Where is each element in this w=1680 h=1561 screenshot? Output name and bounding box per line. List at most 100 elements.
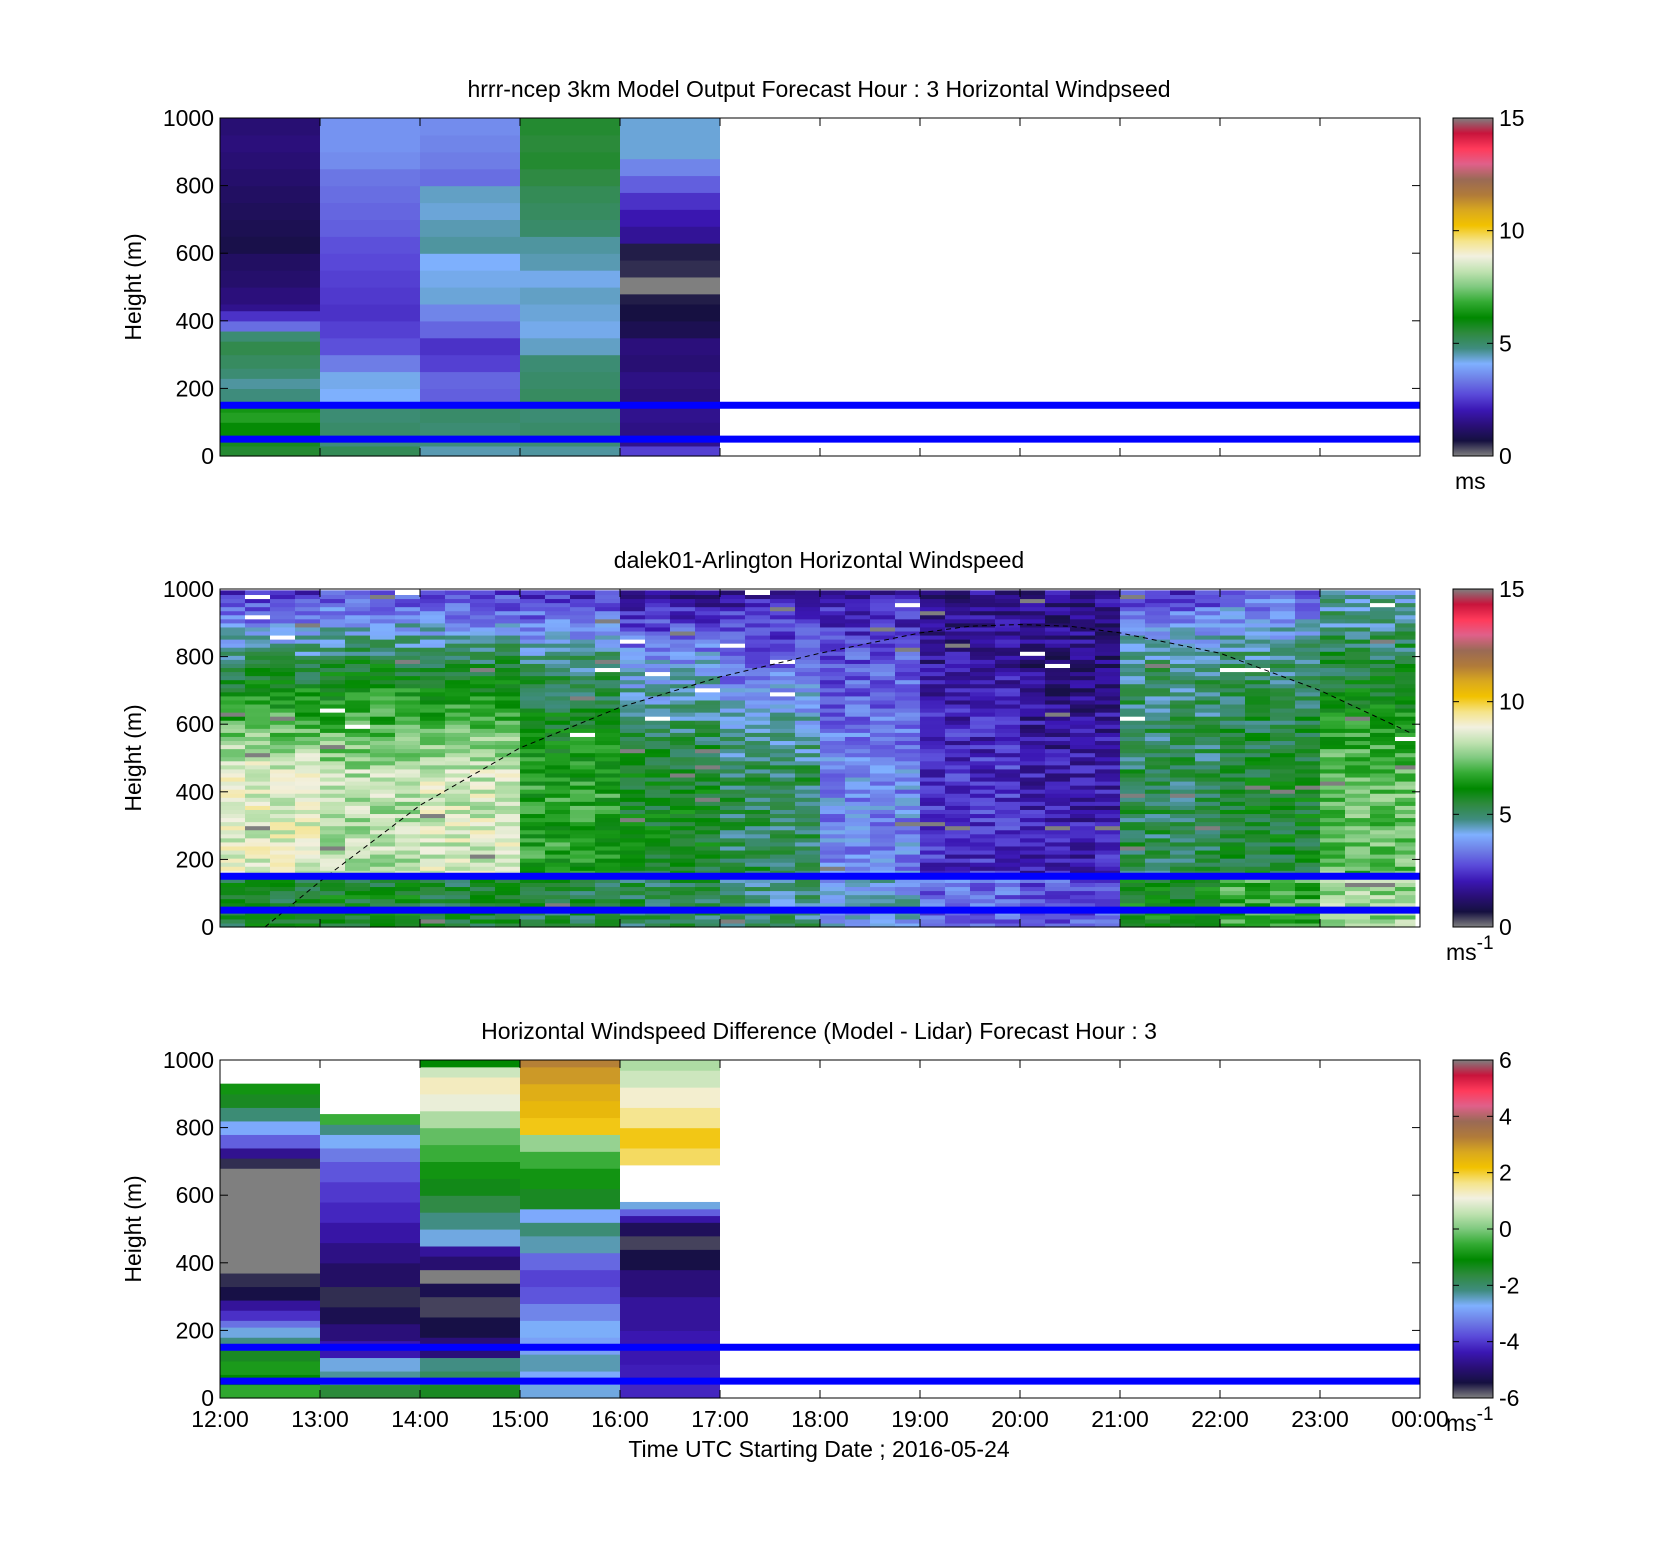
heatmap-cell xyxy=(1195,756,1221,762)
heatmap-cell xyxy=(1145,825,1171,831)
heatmap-cell xyxy=(745,776,771,782)
heatmap-cell xyxy=(720,740,746,746)
heatmap-cell xyxy=(995,679,1021,685)
heatmap-cell xyxy=(920,890,946,896)
heatmap-cell xyxy=(220,922,246,928)
heatmap-cell xyxy=(745,703,771,709)
heatmap-cell xyxy=(1245,825,1271,831)
heatmap-cell xyxy=(295,817,321,823)
heatmap-cell xyxy=(620,707,646,713)
heatmap-cell xyxy=(220,752,246,758)
heatmap-cell xyxy=(570,639,596,644)
heatmap-cell xyxy=(320,647,346,652)
heatmap-cell xyxy=(695,764,721,770)
heatmap-cell xyxy=(970,695,996,701)
heatmap-cell xyxy=(1195,740,1221,746)
heatmap-cell xyxy=(1270,829,1296,835)
heatmap-cell xyxy=(420,151,520,170)
heatmap-cell xyxy=(770,626,796,632)
heatmap-cell xyxy=(1120,740,1146,746)
heatmap-cell xyxy=(245,712,271,717)
heatmap-cell xyxy=(670,606,696,612)
heatmap-cell xyxy=(1070,922,1096,928)
heatmap-cell xyxy=(895,639,921,644)
heatmap-cell xyxy=(1220,602,1246,608)
heatmap-cell xyxy=(920,618,946,624)
heatmap-cell xyxy=(1170,724,1196,729)
heatmap-cell xyxy=(520,655,546,660)
heatmap-cell xyxy=(845,744,871,750)
heatmap-cell xyxy=(395,817,421,823)
heatmap-cell xyxy=(345,651,371,656)
heatmap-cell xyxy=(920,683,946,689)
heatmap-cell xyxy=(720,691,746,697)
heatmap-cell xyxy=(945,703,971,709)
heatmap-cell xyxy=(245,744,271,750)
heatmap-cell xyxy=(1395,622,1416,628)
heatmap-cell xyxy=(320,776,346,782)
heatmap-cell xyxy=(1195,683,1221,689)
heatmap-cell xyxy=(1070,866,1096,871)
heatmap-cell xyxy=(945,789,971,794)
heatmap-cell xyxy=(845,647,871,652)
heatmap-cell xyxy=(1170,882,1196,888)
heatmap-cell xyxy=(695,829,721,835)
colorbar-tick-label: 10 xyxy=(1499,689,1525,715)
heatmap-cell xyxy=(220,134,320,153)
heatmap-cell xyxy=(695,594,721,600)
heatmap-cell xyxy=(1270,720,1296,725)
heatmap-cell xyxy=(1295,748,1321,754)
heatmap-cell xyxy=(1220,760,1246,766)
heatmap-cell xyxy=(320,371,420,389)
heatmap-cell xyxy=(1295,785,1321,790)
heatmap-cell xyxy=(895,655,921,660)
heatmap-cell xyxy=(695,675,721,681)
heatmap-cell xyxy=(445,663,471,669)
heatmap-cell xyxy=(1345,817,1371,823)
heatmap-cell xyxy=(945,837,971,843)
heatmap-cell xyxy=(1070,736,1096,742)
heatmap-cell xyxy=(820,858,846,863)
heatmap-cell xyxy=(770,643,796,648)
heatmap-cell xyxy=(370,602,396,608)
heatmap-cell xyxy=(445,837,471,843)
heatmap-cell xyxy=(1395,853,1416,859)
heatmap-cell xyxy=(820,590,846,596)
heatmap-cell xyxy=(1395,732,1416,737)
heatmap-cell xyxy=(495,618,521,624)
heatmap-cell xyxy=(620,760,646,766)
heatmap-cell xyxy=(445,829,471,835)
heatmap-cell xyxy=(520,651,546,656)
heatmap-cell xyxy=(820,606,846,612)
heatmap-cell xyxy=(895,821,921,827)
heatmap-cell xyxy=(795,756,821,762)
heatmap-cell xyxy=(420,659,446,664)
heatmap-cell xyxy=(520,303,620,322)
heatmap-cell xyxy=(1020,630,1046,636)
heatmap-cell xyxy=(620,1060,720,1071)
heatmap-cell xyxy=(1345,634,1371,640)
heatmap-cell xyxy=(1020,886,1046,892)
heatmap-cell xyxy=(245,606,271,612)
heatmap-cell xyxy=(395,890,421,896)
heatmap-cell xyxy=(370,748,396,754)
heatmap-cell xyxy=(770,695,796,701)
heatmap-cell xyxy=(1295,833,1321,839)
heatmap-cell xyxy=(295,894,321,900)
heatmap-cell xyxy=(845,780,871,786)
heatmap-cell xyxy=(970,691,996,697)
heatmap-cell xyxy=(770,610,796,616)
heatmap-cell xyxy=(620,618,646,624)
heatmap-cell xyxy=(470,610,496,616)
heatmap-cell xyxy=(695,614,721,620)
heatmap-cell xyxy=(920,837,946,843)
heatmap-cell xyxy=(470,862,496,867)
heatmap-cell xyxy=(920,922,946,928)
x-tick-label: 23:00 xyxy=(1291,1406,1349,1432)
heatmap-cell xyxy=(245,728,271,733)
heatmap-cell xyxy=(1045,813,1071,819)
heatmap-cell xyxy=(670,618,696,624)
heatmap-cell xyxy=(270,626,296,632)
heatmap-cell xyxy=(470,744,496,750)
heatmap-cell xyxy=(1145,639,1171,644)
